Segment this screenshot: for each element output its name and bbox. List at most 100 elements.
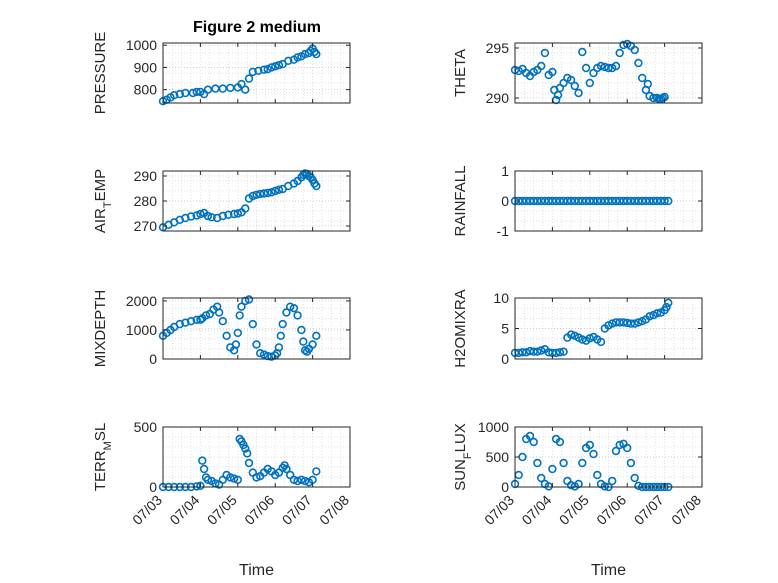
data-point [615, 48, 624, 58]
data-point [244, 295, 254, 304]
data-point [585, 334, 594, 343]
data-point [243, 449, 252, 458]
data-point [248, 319, 258, 329]
data-point [312, 181, 321, 191]
data-point [596, 61, 606, 71]
subplot-pressure: 800 900 1000 PRESSURE [92, 32, 351, 115]
data-point [241, 204, 250, 213]
data-point [529, 347, 538, 356]
data-point [607, 319, 617, 328]
y-tick-label: 1000 [126, 37, 157, 53]
y-tick-label: 290 [486, 90, 510, 106]
data-point [235, 311, 244, 320]
data-point [284, 56, 293, 65]
data-point [570, 81, 579, 91]
data-series [510, 196, 673, 206]
data-point [241, 444, 250, 453]
data-point [566, 481, 576, 490]
y-tick-label: 280 [134, 193, 158, 209]
y-tick-label: 900 [134, 59, 158, 75]
data-point [241, 85, 250, 94]
data-point [192, 315, 201, 324]
data-point [604, 63, 613, 73]
data-point [282, 308, 291, 317]
data-point [282, 464, 291, 474]
data-point [259, 65, 269, 74]
data-point [559, 347, 568, 356]
data-point [252, 473, 261, 482]
data-point [649, 93, 658, 103]
data-point [278, 319, 287, 329]
y-tick-label: 2000 [126, 293, 157, 309]
y-axis-label: AIRTEMP [92, 169, 114, 233]
data-point [630, 319, 639, 328]
x-axis-label: Time [239, 562, 274, 579]
y-tick-label: 290 [134, 168, 158, 184]
data-point [196, 481, 205, 490]
data-point [252, 190, 261, 200]
data-point [559, 458, 568, 468]
x-axis-label: Time [591, 562, 626, 579]
data-point [186, 317, 196, 326]
data-point [652, 309, 662, 318]
data-point [555, 348, 565, 357]
data-point [630, 473, 639, 483]
data-point [237, 79, 246, 89]
data-point [548, 67, 557, 77]
data-point [308, 340, 317, 349]
data-point [611, 446, 621, 456]
data-point [626, 319, 636, 328]
subplot-rainfall: -1 0 1 RAINFALL [452, 163, 703, 239]
subplot-theta: 290 295 THETA [452, 39, 703, 106]
axes-box [162, 297, 351, 360]
y-tick-label: 5 [501, 321, 509, 337]
data-point [664, 298, 673, 308]
data-point [274, 343, 284, 352]
data-point [297, 325, 306, 335]
data-point [634, 58, 643, 68]
data-point [645, 312, 654, 321]
data-point [218, 317, 228, 326]
data-point [271, 186, 280, 196]
data-point [170, 90, 179, 100]
y-tick-label: 1000 [126, 322, 157, 338]
data-point [536, 61, 546, 71]
subplot-air_temp: 270 280 290 AIRTEMP [92, 168, 351, 234]
data-point [662, 302, 671, 312]
data-point [237, 302, 246, 311]
data-point [207, 213, 216, 222]
data-point [630, 45, 639, 55]
data-series [158, 434, 321, 492]
data-point [233, 209, 243, 218]
data-point [192, 87, 201, 97]
y-tick-label: 0 [501, 193, 509, 209]
axes-box [162, 426, 351, 488]
axes-box [514, 42, 703, 104]
data-point [578, 47, 587, 57]
data-point [198, 456, 207, 465]
data-point [297, 475, 306, 484]
data-point [203, 211, 213, 221]
data-point [196, 209, 205, 219]
y-tick-label: 0 [501, 351, 509, 367]
data-point [540, 48, 550, 58]
data-point [611, 61, 621, 71]
data-point [274, 185, 284, 195]
data-point [175, 89, 185, 99]
y-axis-label: PRESSURE [92, 32, 109, 115]
data-point [593, 470, 602, 480]
data-point [276, 331, 285, 340]
data-point [643, 79, 652, 89]
data-point [244, 74, 254, 83]
data-point [555, 437, 565, 447]
data-point [664, 196, 673, 206]
data-series [158, 44, 321, 106]
data-point [233, 328, 243, 338]
grid [514, 426, 703, 488]
data-point [312, 467, 321, 476]
y-axis-label: THETA [452, 49, 469, 97]
data-point [259, 189, 269, 198]
y-tick-label: 295 [486, 40, 510, 56]
data-point [637, 73, 647, 83]
